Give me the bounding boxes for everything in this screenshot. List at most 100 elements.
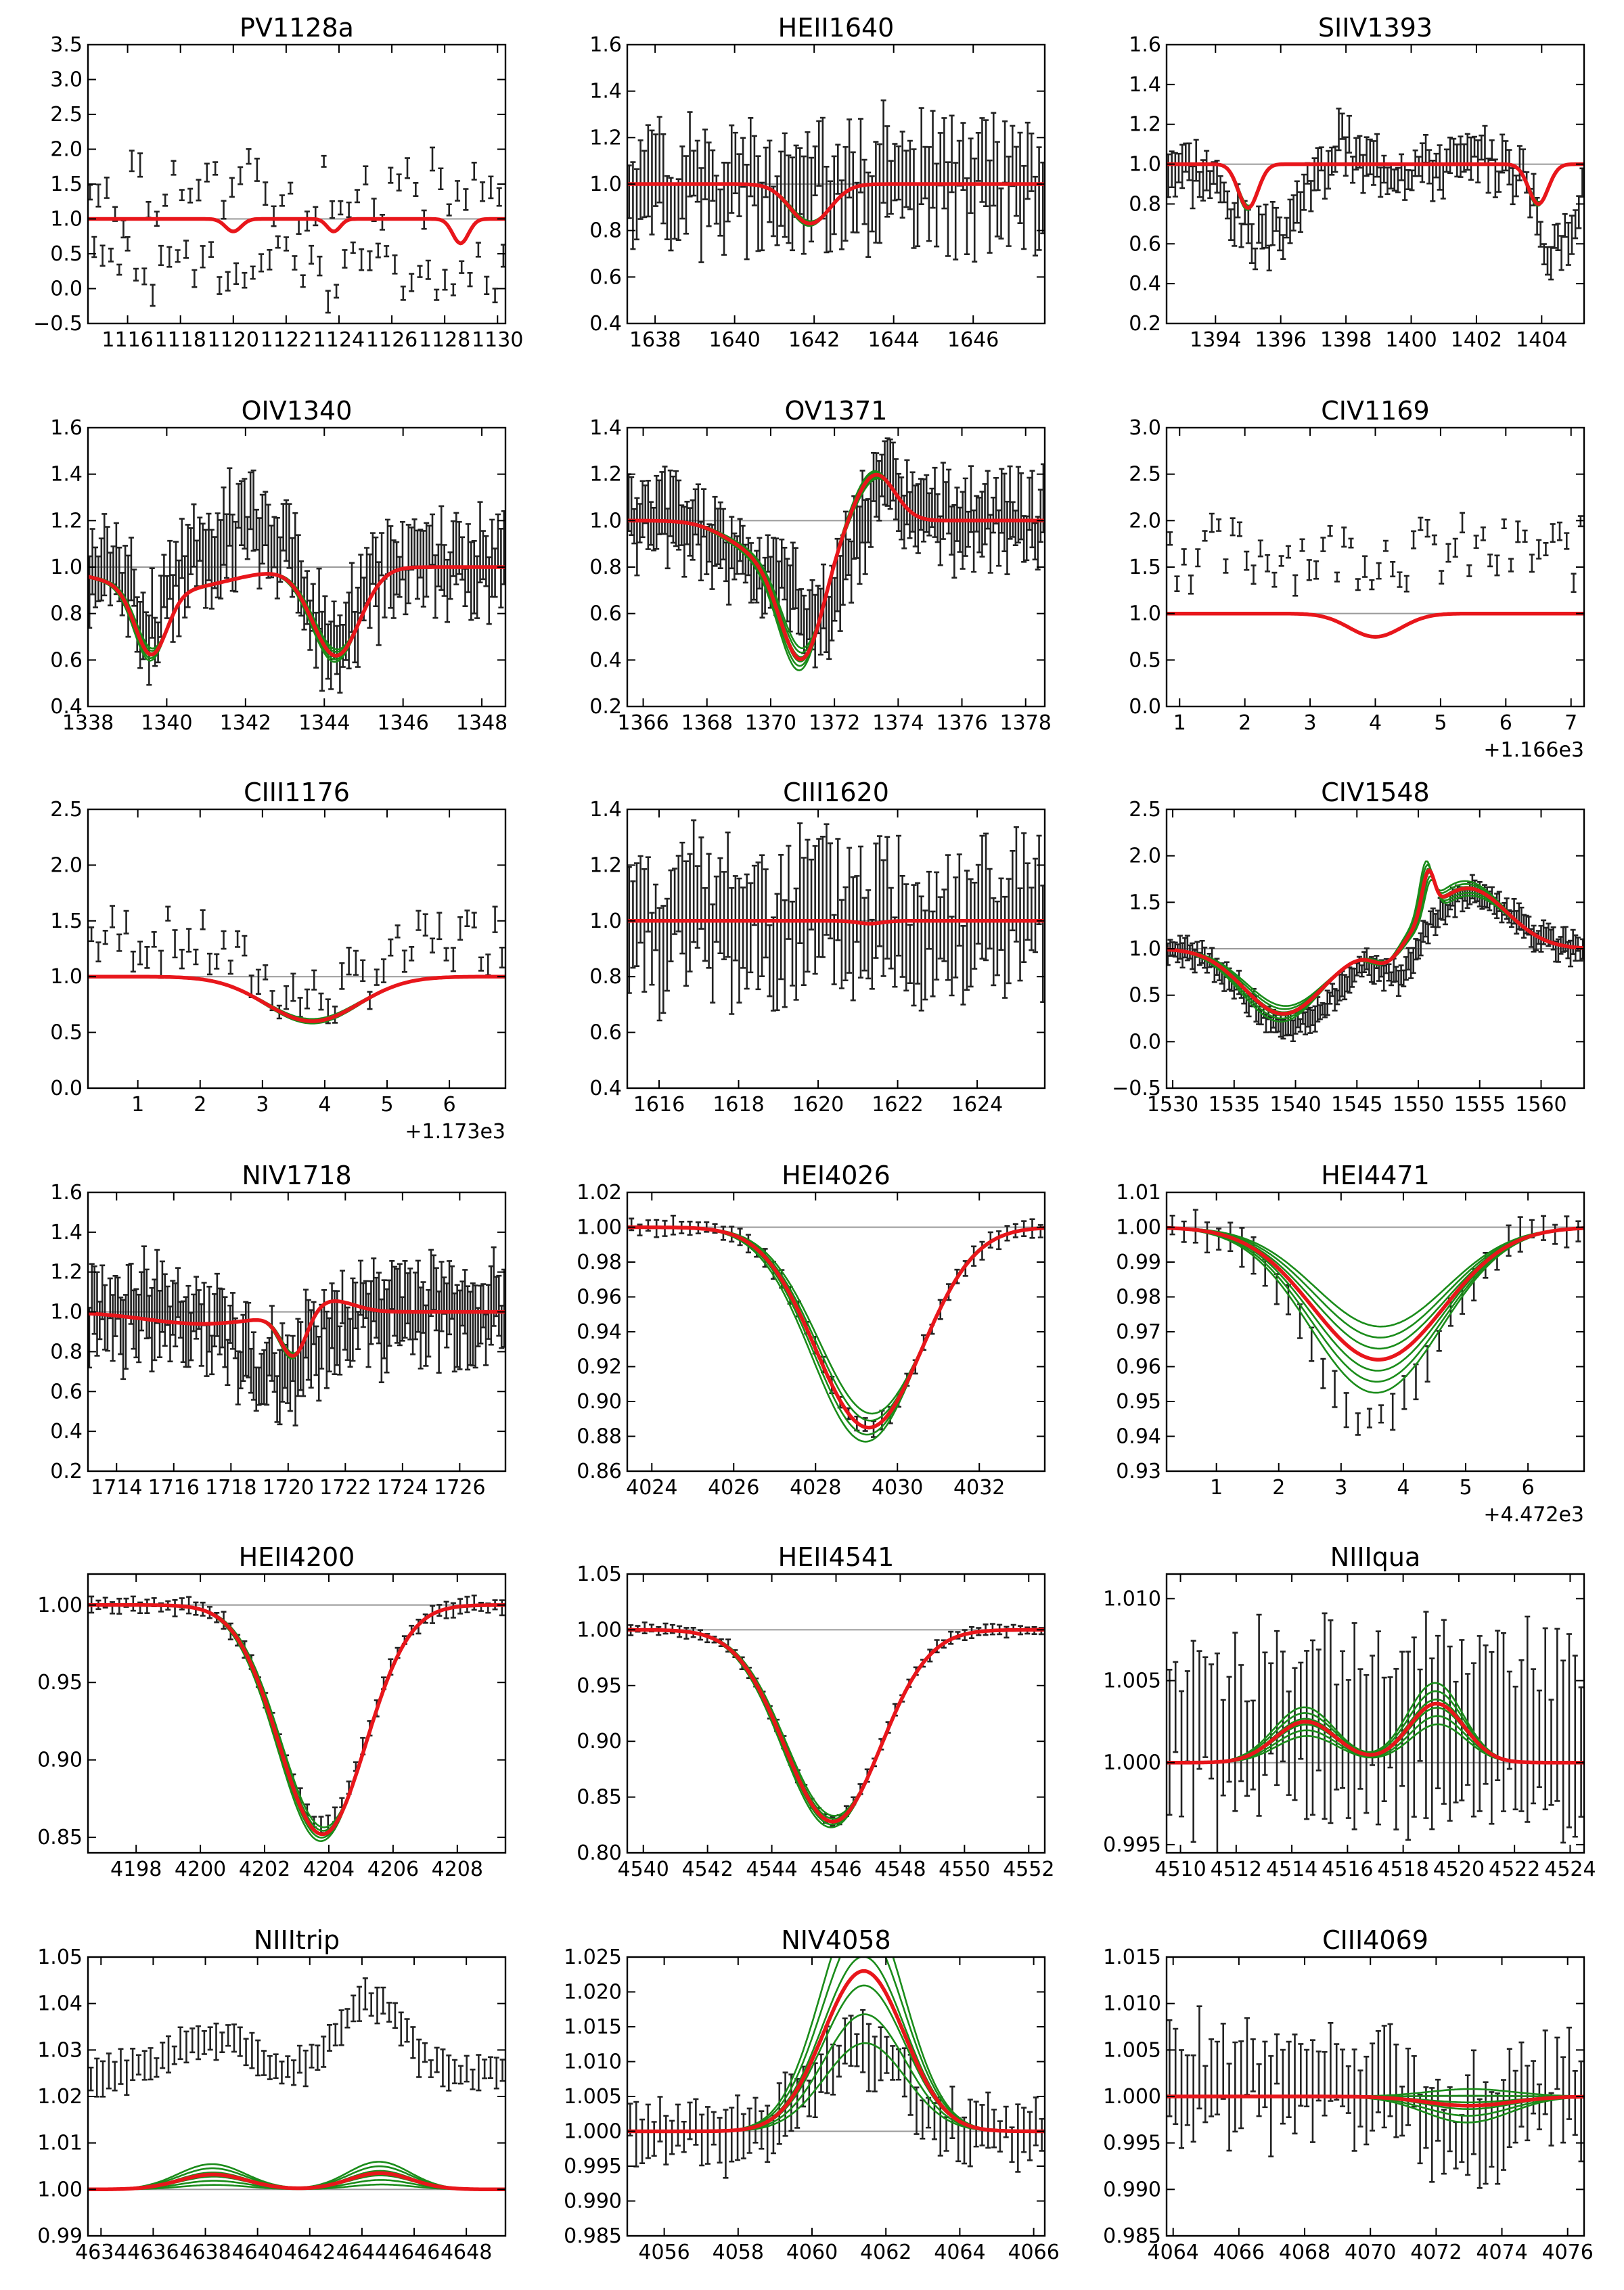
x-tick-label: 3: [256, 1093, 269, 1117]
data-errorbar: [285, 2055, 291, 2078]
data-errorbar: [177, 2026, 183, 2061]
data-errorbar: [363, 165, 369, 185]
y-tick-label: 0.8: [589, 965, 622, 989]
data-errorbar: [1357, 1668, 1363, 1790]
axes-frame: [626, 1956, 1046, 2237]
data-errorbar: [965, 510, 971, 548]
data-errorbar: [321, 154, 327, 168]
data-errorbar: [1401, 1375, 1407, 1410]
data-errorbar: [729, 886, 735, 1015]
best-fit-model-line: [88, 1299, 505, 1358]
data-errorbar: [1167, 531, 1173, 546]
data-errorbar: [499, 1599, 505, 1617]
data-errorbar: [949, 506, 955, 556]
data-errorbar: [774, 893, 780, 1012]
panel-ciii1620: CIII1620 1616 1618 1620 1622 1624 0.4 0.6 0.8 1.0…: [589, 778, 1046, 1117]
y-tick-label: 0.2: [589, 695, 622, 719]
plot-area: [627, 1621, 1045, 1828]
data-errorbar: [414, 529, 420, 600]
ensemble-model-line: [627, 1629, 1045, 1817]
y-tick-label: 0.5: [1129, 984, 1161, 1008]
data-errorbar: [1167, 1668, 1173, 1816]
panel-title: HEI4026: [782, 1161, 890, 1190]
data-errorbar: [1250, 2038, 1256, 2092]
data-errorbar: [1476, 2098, 1483, 2189]
x-tick-label: 4540: [618, 1858, 669, 1881]
data-errorbar: [381, 958, 387, 983]
ensemble-models: [88, 566, 505, 663]
data-errorbar: [501, 510, 505, 585]
x-tick-label: 1120: [208, 328, 259, 352]
data-errorbar: [763, 868, 769, 959]
data-errorbar: [470, 2068, 476, 2090]
data-errorbar: [1287, 198, 1293, 244]
data-errorbar: [656, 907, 662, 1022]
panel-title: HEI4471: [1321, 1161, 1430, 1190]
data-errorbar: [654, 474, 660, 550]
data-errorbar: [125, 236, 131, 252]
data-errorbar: [998, 877, 1004, 951]
y-tick-label: 1.5: [1129, 556, 1161, 579]
data-errorbar: [1552, 1223, 1558, 1245]
data-errorbar: [1196, 1650, 1202, 1770]
data-errorbar: [1494, 554, 1500, 577]
data-errorbar: [179, 189, 185, 202]
data-errorbar: [1256, 205, 1262, 244]
data-errorbar: [499, 2059, 505, 2082]
x-tick-label: 4: [318, 1093, 331, 1117]
x-tick-label: 2: [1272, 1476, 1285, 1500]
best-fit-model-line: [1167, 611, 1584, 639]
x-tick-label: 5: [380, 1093, 393, 1117]
data-errorbar: [397, 1263, 403, 1347]
data-errorbar: [1226, 1676, 1232, 1783]
data-errorbar: [471, 540, 477, 614]
data-errorbar: [1292, 2034, 1298, 2135]
data-errorbar: [1328, 1619, 1334, 1824]
data-errorbar: [907, 139, 913, 210]
data-errorbar: [1248, 223, 1255, 264]
y-tick-label: 1.4: [589, 80, 622, 104]
data-errorbar: [1244, 1700, 1250, 1797]
data-errorbar: [1575, 1220, 1581, 1242]
data-errorbar: [663, 2115, 669, 2165]
data-errorbar: [171, 2045, 177, 2065]
data-errorbar: [1309, 1639, 1315, 1816]
data-errorbar: [1452, 537, 1458, 558]
data-errorbar: [937, 515, 943, 566]
data-errorbar: [1184, 935, 1190, 962]
data-errorbar: [664, 897, 670, 992]
y-tick-label: 0.88: [577, 1425, 622, 1449]
data-errorbar: [1399, 153, 1405, 181]
data-errorbar: [1343, 136, 1349, 177]
data-errorbar: [675, 855, 681, 933]
data-errorbar: [1483, 1644, 1489, 1785]
data-errorbar: [1173, 1661, 1179, 1753]
data-errorbar: [691, 150, 697, 197]
data-errorbar: [1006, 878, 1012, 985]
data-errorbar: [1238, 223, 1244, 248]
data-errorbar: [319, 610, 325, 692]
y-tick-label: 0.95: [37, 1671, 83, 1694]
data-errorbar: [1336, 108, 1342, 152]
y-tick-label: 1.01: [37, 2132, 83, 2155]
data-errorbar: [1315, 1648, 1322, 1772]
data-errorbar: [358, 554, 364, 614]
data-errorbar: [1536, 2083, 1542, 2130]
y-tick-label: 1.0: [50, 1301, 83, 1324]
data-errorbar: [441, 544, 447, 597]
x-tick-label: 1724: [377, 1476, 428, 1500]
data-errorbar: [704, 2106, 710, 2165]
x-tick-label: 4636: [127, 2241, 179, 2264]
best-fit-model-line: [1167, 2094, 1584, 2108]
data-errorbar: [263, 964, 269, 981]
data-errorbar: [1405, 1651, 1411, 1841]
x-tick-label: 3: [1334, 1476, 1347, 1500]
y-tick-label: 0.4: [50, 695, 83, 719]
data-errorbar: [145, 201, 152, 219]
data-errorbar: [896, 145, 902, 201]
x-tick-label: 1618: [713, 1093, 764, 1117]
data-errorbar: [1495, 2092, 1501, 2185]
data-errorbar: [725, 162, 731, 223]
data-errorbar: [679, 504, 685, 546]
data-errorbar: [1510, 167, 1516, 206]
